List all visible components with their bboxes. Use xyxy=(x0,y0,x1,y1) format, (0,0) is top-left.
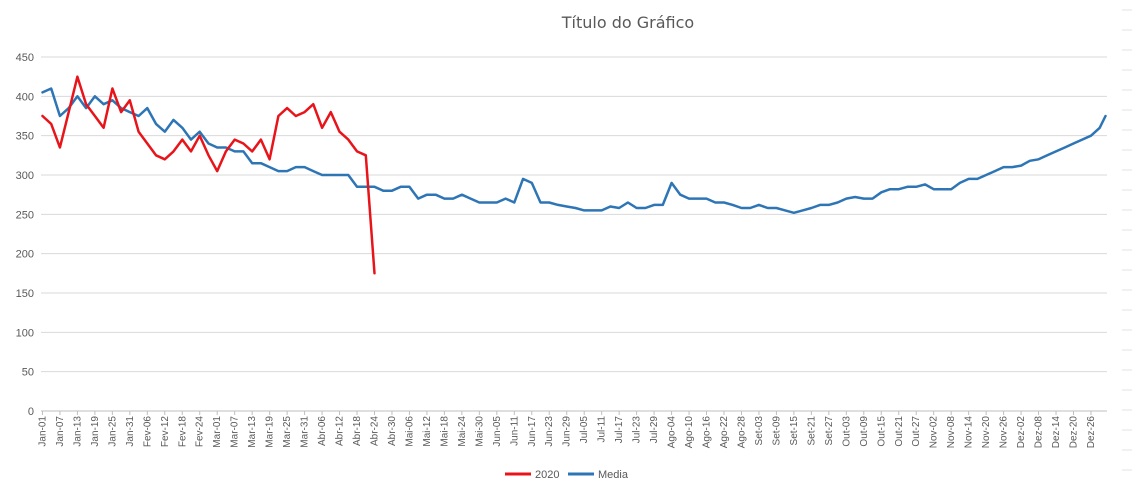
x-tick-label: Set-21 xyxy=(806,416,817,446)
series-line-media xyxy=(41,87,1107,215)
y-gridlines xyxy=(41,56,1107,412)
x-tick-label: Mai-12 xyxy=(422,416,433,447)
x-tick-label: Jan-13 xyxy=(72,416,83,447)
x-tick-label: Mar-01 xyxy=(212,416,223,448)
x-tick-label: Jul-29 xyxy=(649,416,660,444)
x-tick-label: Jun-17 xyxy=(527,416,538,447)
x-tick-label: Jan-31 xyxy=(125,416,136,447)
x-tick-label: Jul-11 xyxy=(597,416,608,443)
x-tick-label: Nov-26 xyxy=(999,416,1010,449)
x-tick-label: Nov-14 xyxy=(964,416,975,449)
x-tick-label: Nov-02 xyxy=(929,416,940,449)
x-tick-label: Fev-24 xyxy=(195,416,206,448)
legend-label-2020: 2020 xyxy=(535,469,559,481)
x-tick-label: Mar-13 xyxy=(247,416,258,448)
x-tick-label: Mai-30 xyxy=(474,416,485,447)
x-tick-label: Out-27 xyxy=(911,416,922,447)
legend-label-media: Media xyxy=(598,469,629,481)
x-tick-label: Jan-01 xyxy=(37,416,48,447)
x-tick-label: Out-15 xyxy=(876,416,887,447)
x-tick-label: Ago-10 xyxy=(684,416,695,449)
x-tick-label: Mar-07 xyxy=(230,416,241,448)
x-tick-label: Nov-08 xyxy=(946,416,957,449)
x-tick-label: Mai-06 xyxy=(404,416,415,447)
x-tick-label: Jul-23 xyxy=(632,416,643,444)
x-tick-label: Dez-14 xyxy=(1051,416,1062,449)
x-tick-label: Dez-26 xyxy=(1086,416,1097,449)
x-tick-label: Jun-23 xyxy=(544,416,555,447)
chart-title: Título do Gráfico xyxy=(561,13,694,32)
x-tick-label: Jun-11 xyxy=(509,416,520,446)
x-tick-label: Jul-05 xyxy=(579,416,590,444)
y-tick-label: 450 xyxy=(16,52,34,64)
x-tick-label: Abr-30 xyxy=(387,416,398,446)
y-tick-label: 100 xyxy=(16,327,34,339)
x-tick-label: Jan-25 xyxy=(107,416,118,447)
x-tick-label: Fev-18 xyxy=(177,416,188,448)
x-tick-label: Ago-04 xyxy=(667,416,678,449)
y-tick-label: 400 xyxy=(16,91,34,103)
x-tick-label: Nov-20 xyxy=(981,416,992,449)
x-tick-label: Set-09 xyxy=(771,416,782,446)
x-tick-label: Mai-24 xyxy=(457,416,468,447)
x-tick-label: Fev-12 xyxy=(160,416,171,448)
y-tick-label: 200 xyxy=(16,249,34,261)
x-tick-label: Ago-16 xyxy=(702,416,713,449)
series-lines xyxy=(41,75,1107,275)
x-tick-label: Mar-25 xyxy=(282,416,293,448)
y-tick-label: 50 xyxy=(22,367,34,379)
x-tick-label: Abr-18 xyxy=(352,416,363,446)
x-tick-label: Set-03 xyxy=(754,416,765,446)
y-tick-label: 150 xyxy=(16,288,34,300)
x-tick-label: Set-15 xyxy=(789,416,800,446)
x-tick-label: Out-21 xyxy=(894,416,905,447)
y-tick-label: 0 xyxy=(28,406,34,418)
x-tick-labels: Jan-01 Jan-07 Jan-13 Jan-19 Jan-25 Jan-31 Fev-… xyxy=(37,411,1097,448)
x-tick-label: Mar-31 xyxy=(300,416,311,448)
x-tick-label: Jan-07 xyxy=(55,416,66,447)
x-tick-label: Jun-05 xyxy=(492,416,503,447)
x-tick-label: Dez-02 xyxy=(1016,416,1027,449)
x-tick-label: Out-03 xyxy=(841,416,852,447)
x-tick-label: Jul-17 xyxy=(614,416,625,444)
x-tick-label: Out-09 xyxy=(859,416,870,447)
x-tick-label: Fev-06 xyxy=(142,416,153,448)
y-tick-labels: 0 50 100 150 200 250 300 350 400 450 xyxy=(16,52,34,418)
x-tick-label: Ago-28 xyxy=(736,416,747,449)
x-tick-label: Ago-22 xyxy=(719,416,730,449)
x-tick-label: Set-27 xyxy=(824,416,835,446)
x-tick-label: Abr-06 xyxy=(317,416,328,446)
x-tick-label: Dez-20 xyxy=(1069,416,1080,449)
x-tick-label: Mar-19 xyxy=(265,416,276,448)
series-line-2020 xyxy=(41,75,376,275)
x-tick-label: Abr-24 xyxy=(369,416,380,446)
x-tick-label: Jan-19 xyxy=(90,416,101,447)
y-tick-label: 350 xyxy=(16,131,34,143)
y-tick-label: 300 xyxy=(16,170,34,182)
legend: 2020 Media xyxy=(505,469,629,481)
x-tick-label: Dez-08 xyxy=(1034,416,1045,449)
y-tick-label: 250 xyxy=(16,209,34,221)
x-tick-label: Jun-29 xyxy=(562,416,573,447)
x-tick-label: Mai-18 xyxy=(439,416,450,447)
x-tick-label: Abr-12 xyxy=(335,416,346,446)
